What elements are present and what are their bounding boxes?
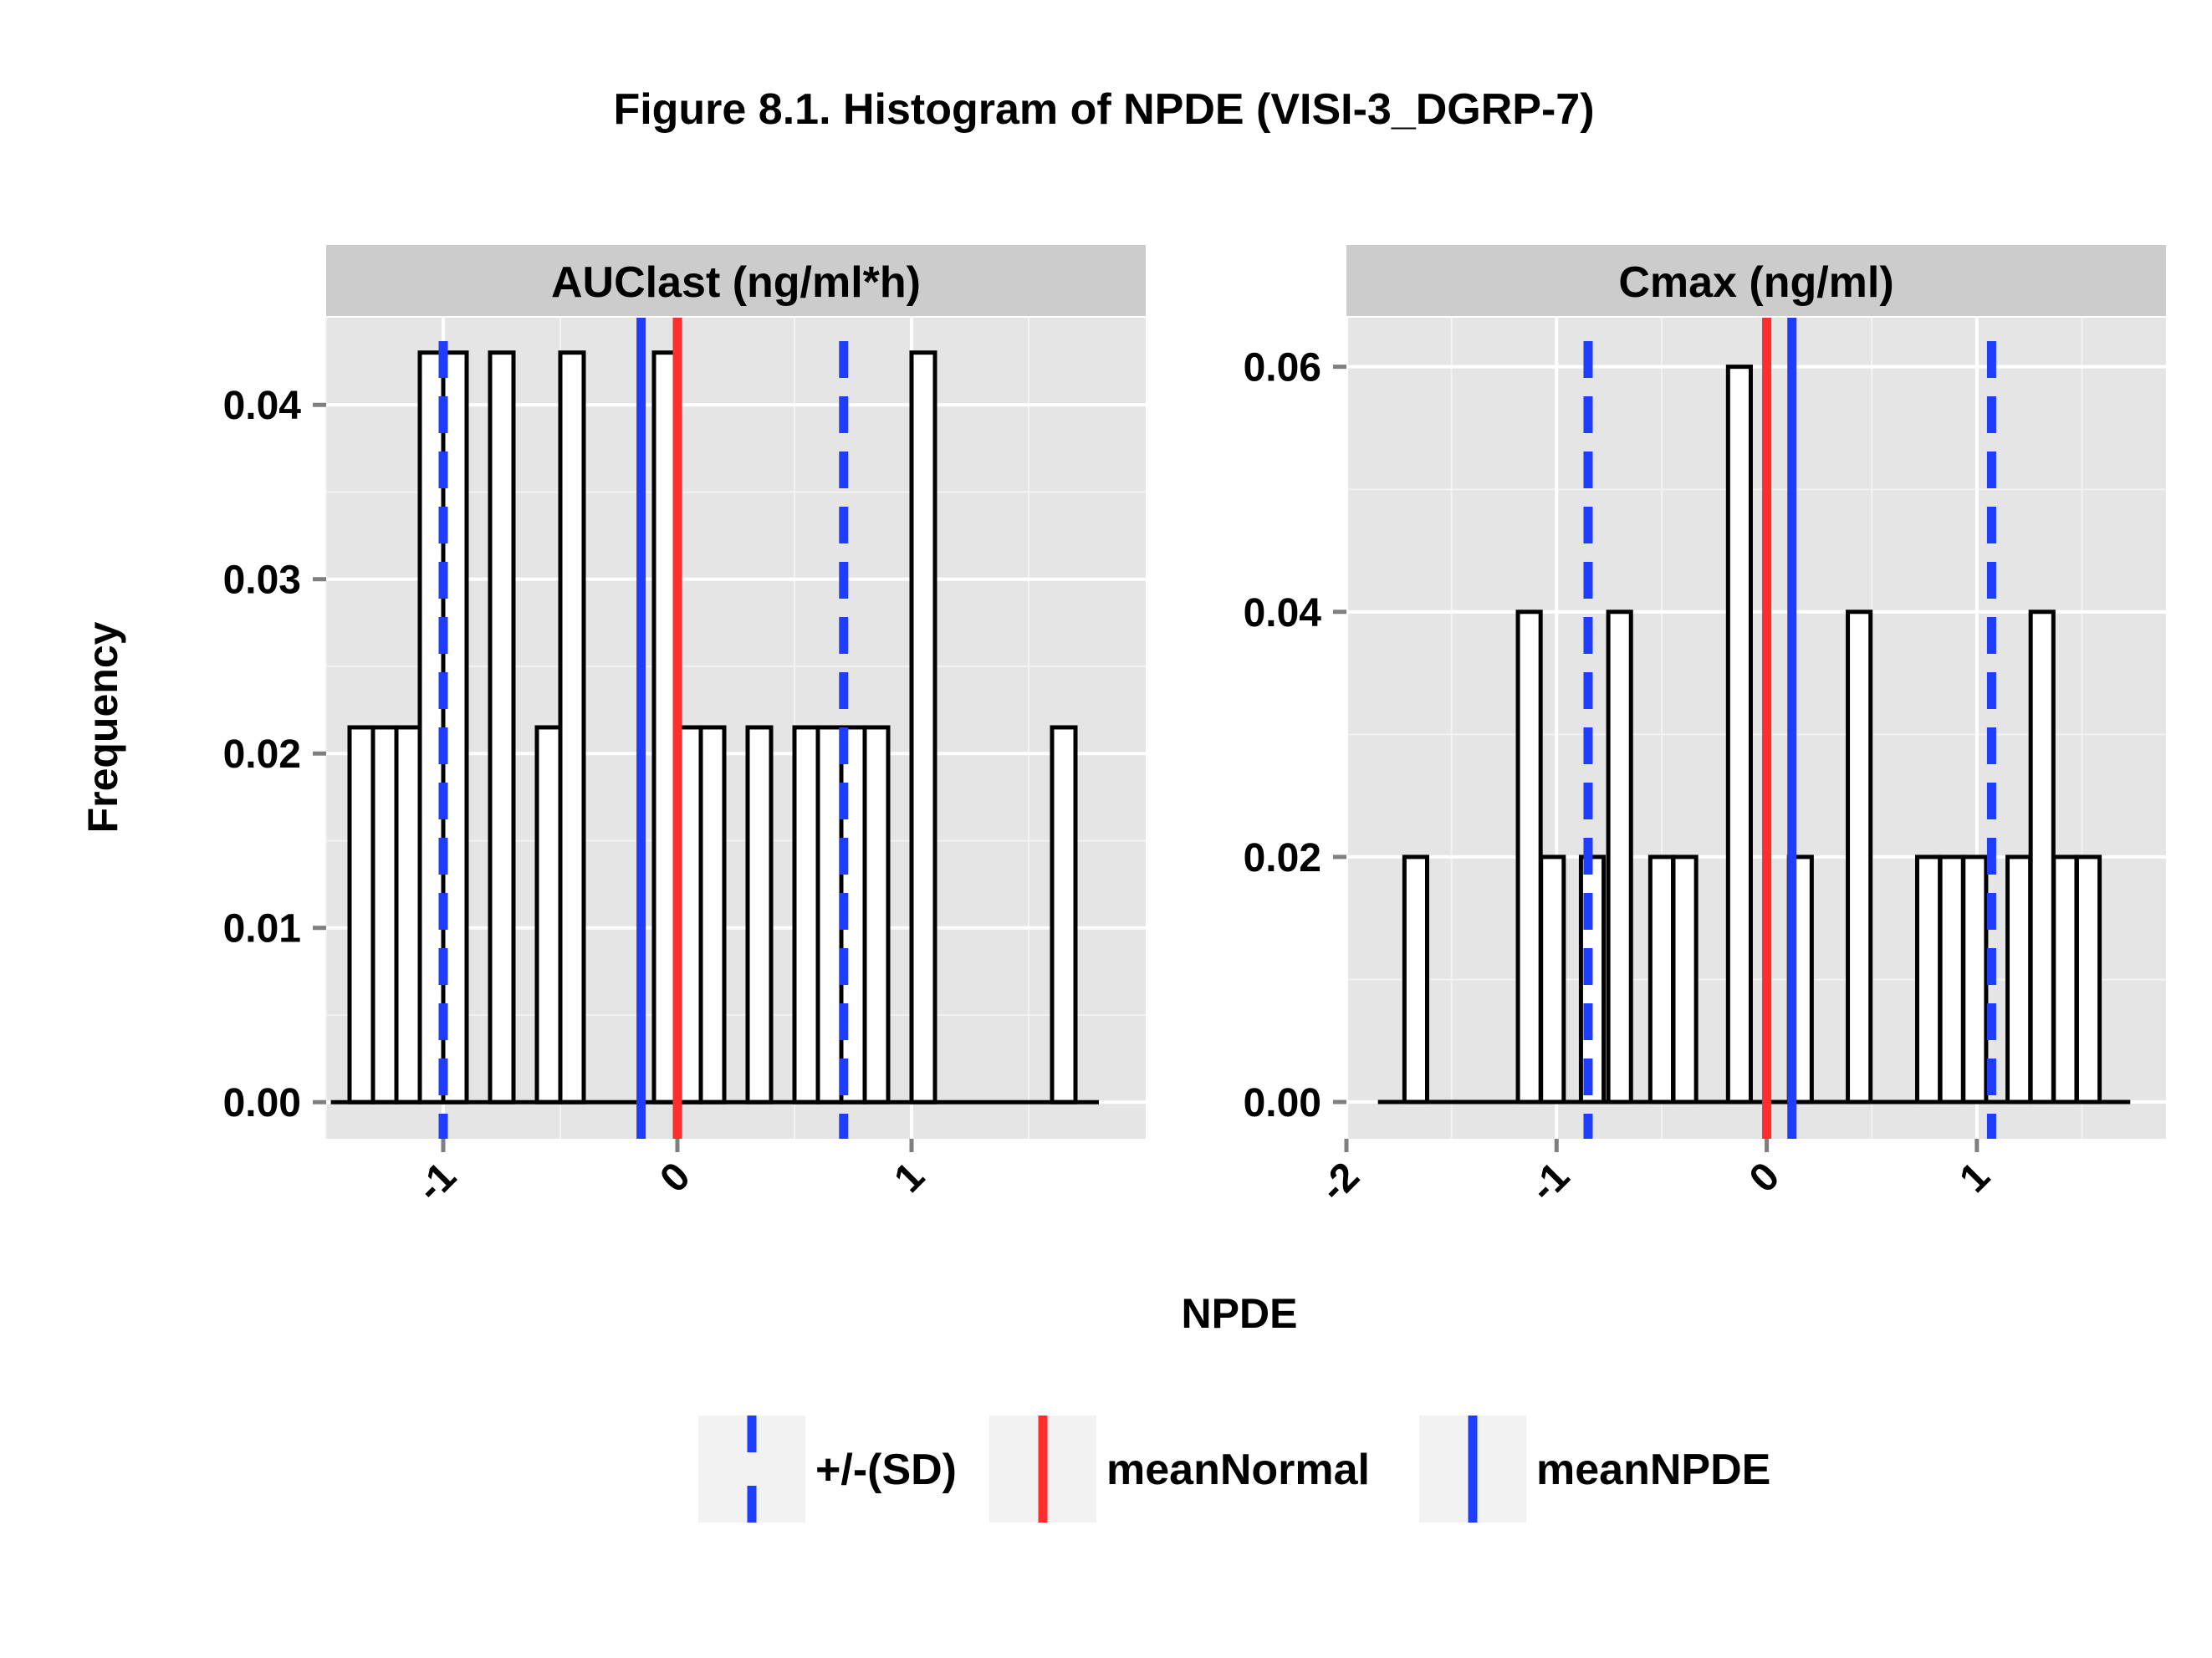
histogram-bar: [2074, 855, 2102, 1104]
histogram-bar: [558, 350, 586, 1104]
x-tick-label: -1: [408, 1154, 465, 1211]
y-tick-label: 0.01: [223, 907, 301, 951]
panel-strip-title: AUClast (ng/ml*h): [551, 258, 921, 307]
histogram-bar: [698, 725, 727, 1104]
histogram-bar: [2028, 610, 2056, 1104]
x-tick-label: -2: [1311, 1154, 1368, 1211]
histogram-bar: [1402, 855, 1429, 1104]
x-tick-label: 1: [886, 1154, 932, 1201]
y-tick-label: 0.04: [223, 384, 302, 428]
y-tick-label: 0.03: [223, 559, 301, 603]
histogram-bar: [1515, 610, 1543, 1104]
histogram-bar: [1606, 610, 1633, 1104]
panel-1: Cmax (ng/ml) 0.00 0.02 0.04 0.06 -2 -1 0 1: [1244, 245, 2166, 1211]
y-tick-label: 0.04: [1244, 591, 1322, 635]
histogram-bar: [909, 350, 937, 1104]
histogram-bar: [394, 725, 422, 1104]
legend-label: +/-(SD): [815, 1446, 957, 1494]
y-tick-label: 0.02: [1244, 836, 1321, 880]
figure-title: Figure 8.1. Histogram of NPDE (VISI-3_DG…: [613, 85, 1594, 134]
x-axis-title: NPDE: [1182, 1290, 1298, 1337]
panel-0: AUClast (ng/ml*h) 0.00 0.01 0.02 0.03 0.04 -1 0…: [223, 245, 1146, 1211]
histogram-bar: [1938, 855, 1965, 1104]
y-tick-label: 0.02: [223, 732, 301, 777]
histogram-bar: [745, 725, 774, 1104]
histogram-bar: [862, 725, 891, 1104]
x-tick-label: 0: [1741, 1154, 1788, 1201]
histogram-bar: [488, 350, 516, 1104]
histogram-bar: [2051, 855, 2079, 1104]
x-tick-label: 0: [651, 1154, 698, 1201]
y-tick-label: 0.00: [1244, 1081, 1321, 1125]
histogram-bar: [1961, 855, 1989, 1104]
histogram-bar: [534, 725, 563, 1104]
histogram-bar: [1648, 855, 1675, 1104]
histogram-bar: [1050, 725, 1078, 1104]
histogram-bar: [1539, 855, 1566, 1104]
histogram-bar: [370, 725, 399, 1104]
histogram-bar: [1914, 855, 1943, 1104]
panel-strip: [1346, 245, 2166, 316]
histogram-bar: [1671, 855, 1699, 1104]
x-tick-label: -1: [1521, 1154, 1578, 1211]
panel-strip: [326, 245, 1146, 316]
legend-label: meanNPDE: [1536, 1446, 1770, 1494]
histogram-bar: [347, 725, 375, 1104]
legend-label: meanNormal: [1106, 1446, 1370, 1494]
x-tick-label: 1: [1951, 1154, 1998, 1201]
legend-item-2: meanNPDE: [1419, 1416, 1770, 1523]
y-tick-label: 0.00: [223, 1081, 301, 1125]
y-tick-label: 0.06: [1244, 346, 1321, 390]
y-axis-title: Frequency: [79, 621, 126, 833]
legend-item-0: +/-(SD): [698, 1416, 957, 1523]
histogram-bar: [815, 725, 844, 1104]
histogram-bar: [1846, 610, 1873, 1104]
histogram-bar: [2005, 855, 2033, 1104]
legend: +/-(SD) meanNormal meanNPDE: [698, 1416, 1770, 1523]
panel-strip-title: Cmax (ng/ml): [1618, 258, 1893, 307]
histogram-bar: [792, 725, 820, 1104]
panels-layer: AUClast (ng/ml*h) 0.00 0.01 0.02 0.03 0.04 -1 0…: [223, 245, 2166, 1211]
histogram-bar: [1725, 365, 1753, 1104]
legend-item-1: meanNormal: [989, 1416, 1370, 1523]
